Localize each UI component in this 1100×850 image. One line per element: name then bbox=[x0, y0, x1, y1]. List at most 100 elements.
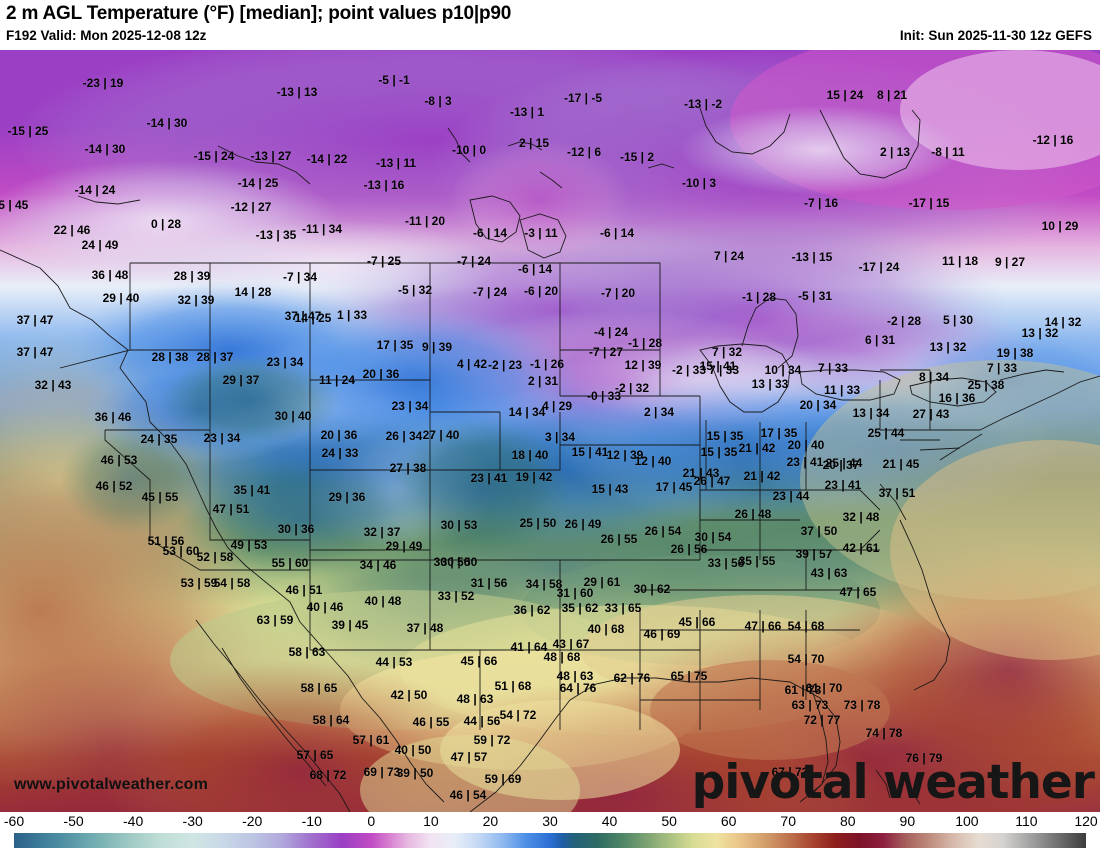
point-value-label: 22 | 46 bbox=[53, 223, 91, 237]
point-value-label: 61 | 73 bbox=[784, 683, 822, 697]
point-value-label: 43 | 63 bbox=[810, 566, 848, 580]
map-borders bbox=[0, 107, 1100, 812]
point-value-label: 37 | 47 bbox=[284, 309, 322, 323]
point-value-label: 11 | 33 bbox=[823, 383, 861, 397]
point-value-label: 48 | 68 bbox=[543, 650, 581, 664]
colorbar-tick: 70 bbox=[780, 813, 797, 829]
point-value-label: 29 | 40 bbox=[102, 291, 140, 305]
point-value-label: -8 | 11 bbox=[931, 145, 965, 159]
point-value-label: 37 | 47 bbox=[16, 313, 54, 327]
point-value-label: 55 | 60 bbox=[271, 556, 309, 570]
point-value-label: 5 | 30 bbox=[942, 313, 974, 327]
point-value-label: -13 | 11 bbox=[375, 156, 417, 170]
point-value-label: 63 | 73 bbox=[791, 698, 829, 712]
point-value-label: 59 | 69 bbox=[484, 772, 522, 786]
point-value-label: -10 | 3 bbox=[681, 176, 717, 190]
point-value-label: 29 | 49 bbox=[385, 539, 423, 553]
point-value-label: 21 | 45 bbox=[882, 457, 920, 471]
point-value-label: -15 | 2 bbox=[619, 150, 655, 164]
point-value-label: 20 | 36 bbox=[320, 428, 358, 442]
point-value-label: 15 | 24 bbox=[826, 88, 864, 102]
point-value-label: 49 | 53 bbox=[230, 538, 268, 552]
point-value-label: 53 | 60 bbox=[162, 544, 200, 558]
point-value-label: 33 | 65 bbox=[604, 601, 642, 615]
point-value-label: 6 | 31 bbox=[864, 333, 896, 347]
temperature-map[interactable]: -23 | 19 -13 | 13 -5 | -1 -8 | 3 -13 | 1 -17 … bbox=[0, 50, 1100, 813]
map-raster bbox=[0, 50, 1100, 812]
point-value-label: 46 | 52 bbox=[95, 479, 133, 493]
point-value-label: 37 | 48 bbox=[406, 621, 444, 635]
point-value-label: 54 | 70 bbox=[787, 652, 825, 666]
point-value-label: -15 | 24 bbox=[193, 149, 235, 163]
colorbar-tick: -30 bbox=[182, 813, 203, 829]
colorbar-tick: 50 bbox=[661, 813, 677, 829]
point-value-label: 51 | 56 bbox=[147, 534, 185, 548]
point-value-label: 15 | 35 bbox=[706, 429, 744, 443]
point-value-label: -7 | 20 bbox=[600, 286, 636, 300]
point-value-label: 36 | 62 bbox=[513, 603, 551, 617]
point-value-label: 27 | 40 bbox=[422, 428, 460, 442]
point-value-label: -10 | 0 bbox=[451, 143, 487, 157]
point-value-label: 2 | 34 bbox=[643, 405, 675, 419]
point-value-label: -6 | 14 bbox=[472, 226, 508, 240]
point-value-label: 1 | 33 bbox=[336, 308, 368, 322]
page-title: 2 m AGL Temperature (°F) [median]; point… bbox=[6, 3, 512, 24]
point-value-label: 26 | 47 bbox=[693, 474, 731, 488]
point-value-label: 8 | 21 bbox=[876, 88, 908, 102]
point-value-label: 15 | 43 bbox=[591, 482, 629, 496]
point-value-label: -1 | 28 bbox=[627, 336, 663, 350]
point-value-label: 58 | 64 bbox=[312, 713, 350, 727]
point-value-label: 68 | 72 bbox=[309, 768, 347, 782]
point-value-label: 41 | 64 bbox=[510, 640, 548, 654]
point-value-label: -14 | 24 bbox=[74, 183, 116, 197]
point-value-label: 37 | 47 bbox=[16, 345, 54, 359]
point-value-label: -6 | 20 bbox=[523, 284, 559, 298]
point-value-label: 32 | 39 bbox=[177, 293, 215, 307]
point-value-label: 23 | 34 bbox=[391, 399, 429, 413]
point-value-label: 10 | 29 bbox=[1041, 219, 1079, 233]
point-value-label: -11 | 34 bbox=[301, 222, 343, 236]
colorbar-tick: 90 bbox=[899, 813, 916, 829]
colorbar-tick: 100 bbox=[955, 813, 979, 829]
point-value-label: 33 | 52 bbox=[437, 589, 475, 603]
point-value-label: 14 | 25 bbox=[294, 311, 332, 325]
colorbar-tick: -20 bbox=[242, 813, 263, 829]
point-value-label: -7 | 16 bbox=[803, 196, 839, 210]
point-value-label: 32 | 48 bbox=[842, 510, 880, 524]
point-value-label: 44 | 56 bbox=[463, 714, 501, 728]
point-value-label: 23 | 41 bbox=[786, 455, 824, 469]
header-bar: 2 m AGL Temperature (°F) [median]; point… bbox=[0, 0, 1100, 50]
point-value-label: 11 | 18 bbox=[941, 254, 979, 268]
point-value-label: 16 | 36 bbox=[938, 391, 976, 405]
point-value-label: 46 | 69 bbox=[643, 627, 681, 641]
point-value-label: 47 | 51 bbox=[212, 502, 250, 516]
point-value-label: 17 | 35 bbox=[376, 338, 414, 352]
colorbar-tick: 60 bbox=[720, 813, 737, 829]
point-value-label: -11 | 20 bbox=[404, 214, 446, 228]
point-value-label: 2 | 31 bbox=[527, 374, 559, 388]
point-value-label: 30 | 50 bbox=[433, 555, 471, 569]
point-value-label: 33 | 56 bbox=[707, 556, 745, 570]
site-url-watermark: www.pivotalweather.com bbox=[14, 776, 209, 793]
point-value-label: -14 | 25 bbox=[237, 176, 279, 190]
point-value-label: 40 | 68 bbox=[587, 622, 625, 636]
point-value-label: 26 | 55 bbox=[600, 532, 638, 546]
point-value-label: 57 | 61 bbox=[352, 733, 390, 747]
point-value-label: 20 | 40 bbox=[787, 438, 825, 452]
point-value-label: 2 | 15 bbox=[518, 136, 550, 150]
point-value-label: 9 | 39 bbox=[421, 340, 453, 354]
point-value-label: 30 | 36 bbox=[277, 522, 315, 536]
point-value-label: 29 | 37 bbox=[222, 373, 260, 387]
point-value-label: 23 | 34 bbox=[266, 355, 304, 369]
point-value-label: 7 | 33 bbox=[817, 361, 849, 375]
point-value-label: 28 | 37 bbox=[196, 350, 234, 364]
point-value-label: 39 | 45 bbox=[331, 618, 369, 632]
colorbar-gradient[interactable] bbox=[14, 833, 1086, 848]
point-value-label: 13 | 34 bbox=[852, 406, 890, 420]
point-value-label: -6 | 14 bbox=[599, 226, 635, 240]
point-value-label: 25 | 44 bbox=[825, 456, 863, 470]
point-value-label: 20 | 37 bbox=[822, 458, 860, 472]
point-value-label: 35 | 55 bbox=[738, 554, 776, 568]
colorbar-tick-labels: -60 -50 -40 -30 -20 -10 0 10 20 30 40 50 60 70 80 90 100… bbox=[0, 812, 1100, 832]
point-value-label: 73 | 78 bbox=[843, 698, 881, 712]
